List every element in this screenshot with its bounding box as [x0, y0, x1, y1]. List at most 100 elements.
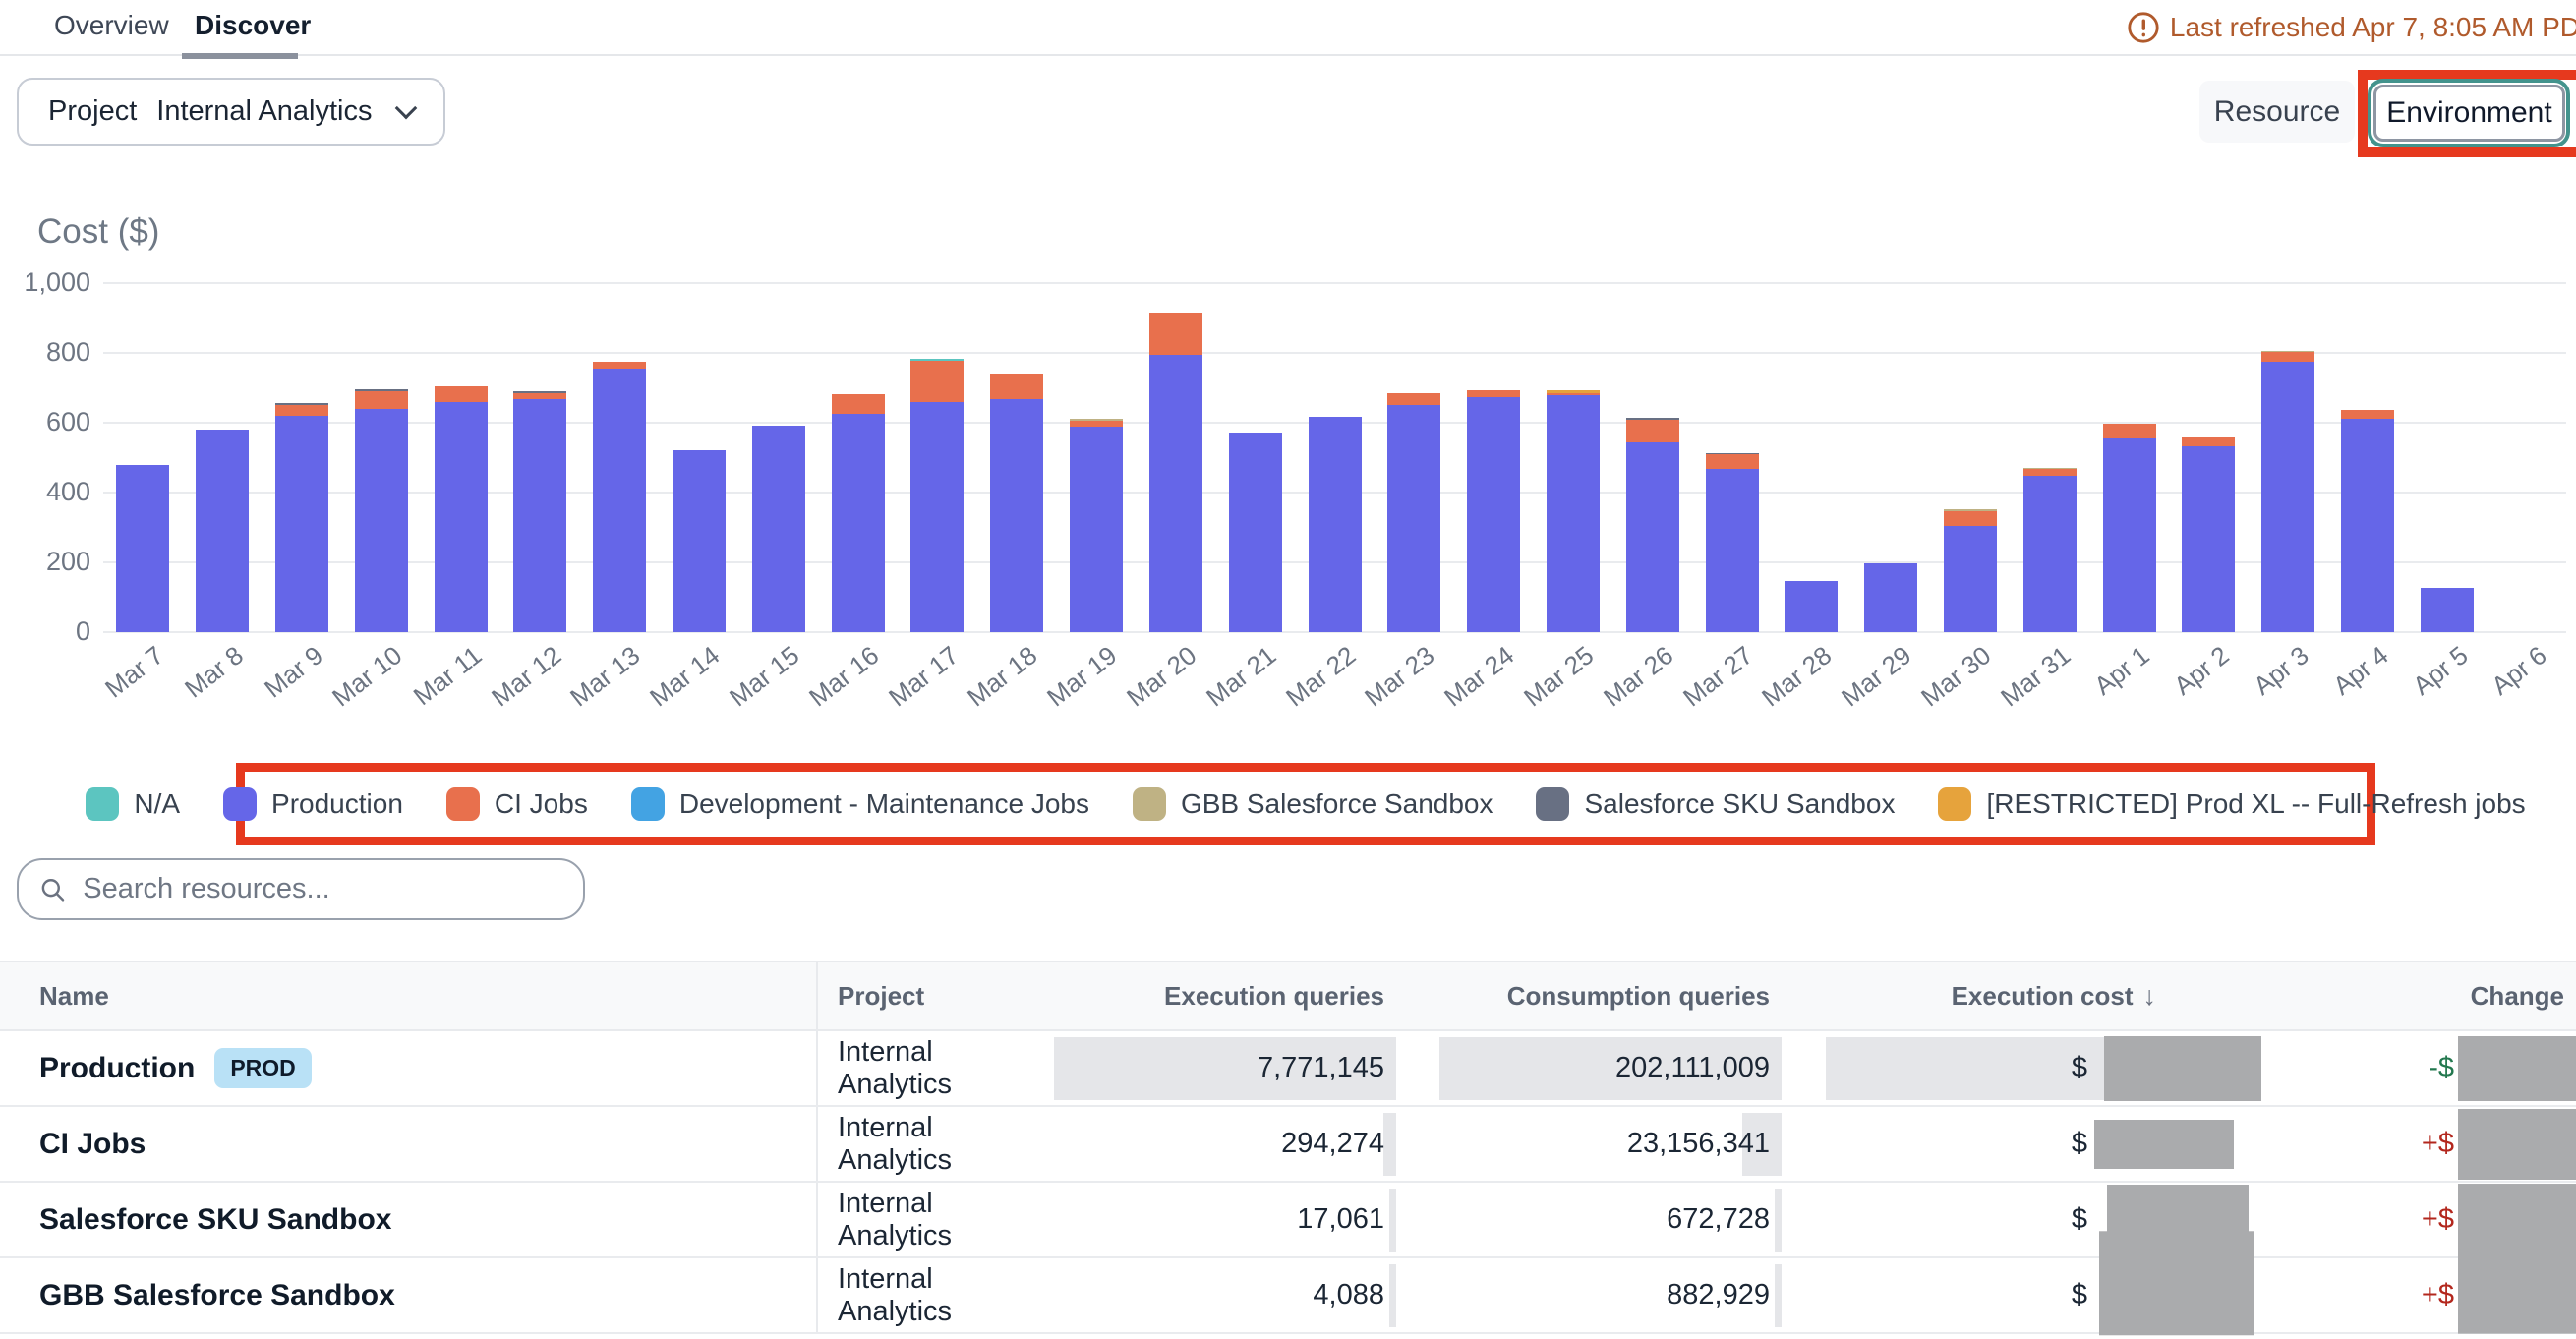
- bar-mar-16[interactable]: [831, 393, 885, 632]
- legend-item[interactable]: CI Jobs: [445, 787, 588, 821]
- bar-segment: [1943, 525, 1997, 632]
- value-databar: [1775, 1188, 1782, 1252]
- legend-item[interactable]: [RESTRICTED] Prod XL -- Full-Refresh job…: [1938, 787, 2526, 821]
- bar-mar-21[interactable]: [1228, 432, 1282, 632]
- bar-segment: [1625, 419, 1679, 442]
- bar-mar-14[interactable]: [673, 450, 727, 632]
- y-tick-label: 200: [45, 547, 90, 576]
- search-input[interactable]: [83, 873, 563, 905]
- execution-cost-cell: $: [1782, 1107, 2234, 1181]
- legend-item[interactable]: Production: [223, 787, 403, 821]
- bar-mar-18[interactable]: [990, 373, 1044, 632]
- table-row[interactable]: GBB Salesforce Sandbox Internal Analytics…: [0, 1230, 2576, 1335]
- tab-discover[interactable]: Discover: [195, 10, 312, 40]
- bar-mar-24[interactable]: [1467, 389, 1521, 632]
- bar-segment: [2420, 587, 2474, 632]
- column-header-execution-cost[interactable]: Execution cost ↓: [1951, 980, 2157, 1011]
- y-tick-label: 400: [45, 477, 90, 506]
- column-header-name[interactable]: Name: [39, 980, 109, 1011]
- consumption-queries-cell: 882,929: [1396, 1258, 1782, 1332]
- project-cell: Internal Analytics: [816, 1107, 1032, 1181]
- bar-apr-5[interactable]: [2420, 587, 2474, 632]
- bar-apr-2[interactable]: [2182, 437, 2236, 632]
- resource-name[interactable]: Salesforce SKU Sandbox: [39, 1202, 392, 1236]
- bar-segment: [434, 401, 488, 632]
- bar-mar-12[interactable]: [513, 391, 567, 632]
- column-header-consumption-queries[interactable]: Consumption queries: [1506, 980, 1770, 1011]
- bar-mar-7[interactable]: [116, 464, 170, 632]
- resource-name[interactable]: Production: [39, 1051, 196, 1084]
- bar-segment: [275, 405, 329, 416]
- legend-item[interactable]: N/A: [86, 787, 180, 821]
- execution-queries-cell: 294,274: [1032, 1107, 1396, 1181]
- bar-mar-28[interactable]: [1785, 580, 1839, 632]
- bar-segment: [1625, 441, 1679, 632]
- bar-mar-30[interactable]: [1943, 509, 1997, 632]
- bar-mar-29[interactable]: [1864, 563, 1918, 632]
- bar-mar-11[interactable]: [434, 386, 488, 632]
- search-box[interactable]: [17, 858, 585, 920]
- legend-label: Salesforce SKU Sandbox: [1584, 788, 1896, 819]
- bar-segment: [2022, 476, 2077, 632]
- bar-mar-31[interactable]: [2022, 467, 2077, 632]
- value-databar: [1775, 1263, 1782, 1327]
- bar-mar-15[interactable]: [751, 425, 805, 632]
- sort-desc-icon: ↓: [2142, 980, 2157, 1011]
- bar-mar-13[interactable]: [593, 361, 647, 632]
- consumption-queries-cell: 672,728: [1396, 1183, 1782, 1256]
- value-databar: [1742, 1112, 1782, 1176]
- cost-chart: 0 200 400 600 800 1,000 Mar 7 Mar 8 Mar 9 Mar 10…: [0, 267, 2576, 745]
- table-row[interactable]: CI Jobs Internal Analytics 294,274 23,156,3…: [0, 1107, 2576, 1183]
- legend-item[interactable]: GBB Salesforce Sandbox: [1132, 787, 1493, 821]
- resource-name[interactable]: GBB Salesforce Sandbox: [39, 1278, 395, 1311]
- bar-segment: [2102, 438, 2156, 632]
- change-cell: -$: [2168, 1031, 2576, 1105]
- x-tick-label: Mar 20: [1121, 640, 1202, 713]
- bar-apr-4[interactable]: [2340, 409, 2394, 632]
- bar-mar-10[interactable]: [354, 388, 408, 632]
- legend-item[interactable]: Salesforce SKU Sandbox: [1536, 787, 1895, 821]
- redaction-box: [2458, 1243, 2576, 1334]
- execution-cost-cell: $: [1782, 1230, 2254, 1335]
- change-prefix: +$: [2421, 1279, 2454, 1310]
- bar-segment: [513, 391, 567, 393]
- column-header-project[interactable]: Project: [816, 962, 1032, 1029]
- bar-apr-3[interactable]: [2261, 350, 2315, 632]
- tab-overview[interactable]: Overview: [54, 10, 169, 40]
- bar-apr-1[interactable]: [2102, 424, 2156, 632]
- legend-item[interactable]: Development - Maintenance Jobs: [630, 787, 1089, 821]
- resource-name[interactable]: CI Jobs: [39, 1127, 146, 1160]
- environment-toggle-button[interactable]: Environment: [2373, 85, 2565, 142]
- resources-table: Name Project Execution queries Consumption …: [0, 961, 2576, 1335]
- bar-segment: [1070, 420, 1124, 427]
- x-tick-label: Apr 2: [2168, 640, 2235, 701]
- x-tick-label: Mar 8: [178, 640, 249, 704]
- project-filter-dropdown[interactable]: Project Internal Analytics: [17, 78, 445, 146]
- bar-mar-26[interactable]: [1625, 418, 1679, 632]
- column-header-execution-queries[interactable]: Execution queries: [1164, 980, 1384, 1011]
- bar-mar-22[interactable]: [1308, 416, 1362, 632]
- search-icon: [41, 878, 65, 902]
- bar-mar-8[interactable]: [196, 430, 250, 632]
- bar-mar-17[interactable]: [910, 359, 965, 632]
- column-header-change[interactable]: Change: [2470, 980, 2564, 1011]
- chart-plot-area: [103, 282, 2566, 633]
- bar-segment: [2261, 361, 2315, 632]
- bar-mar-20[interactable]: [1148, 313, 1202, 632]
- x-tick-label: Mar 7: [99, 640, 169, 704]
- environment-selected-ring: [2368, 79, 2570, 147]
- bar-mar-23[interactable]: [1387, 392, 1441, 632]
- bar-mar-25[interactable]: [1546, 389, 1600, 632]
- table-row[interactable]: Production PROD Internal Analytics 7,771,14…: [0, 1031, 2576, 1107]
- redaction-box: [2094, 1119, 2234, 1169]
- bar-mar-19[interactable]: [1070, 419, 1124, 632]
- top-tab-bar: Overview Discover Last refreshed Apr 7, …: [0, 0, 2576, 59]
- resource-toggle-button[interactable]: Resource: [2199, 81, 2355, 143]
- bar-mar-9[interactable]: [275, 402, 329, 632]
- bar-segment: [1943, 509, 1997, 511]
- annotation-box-environment: [2358, 70, 2576, 157]
- bar-mar-27[interactable]: [1705, 452, 1759, 632]
- cell-value: 23,156,341: [1626, 1128, 1770, 1159]
- gridline: [103, 352, 2566, 354]
- y-tick-label: 800: [45, 337, 90, 367]
